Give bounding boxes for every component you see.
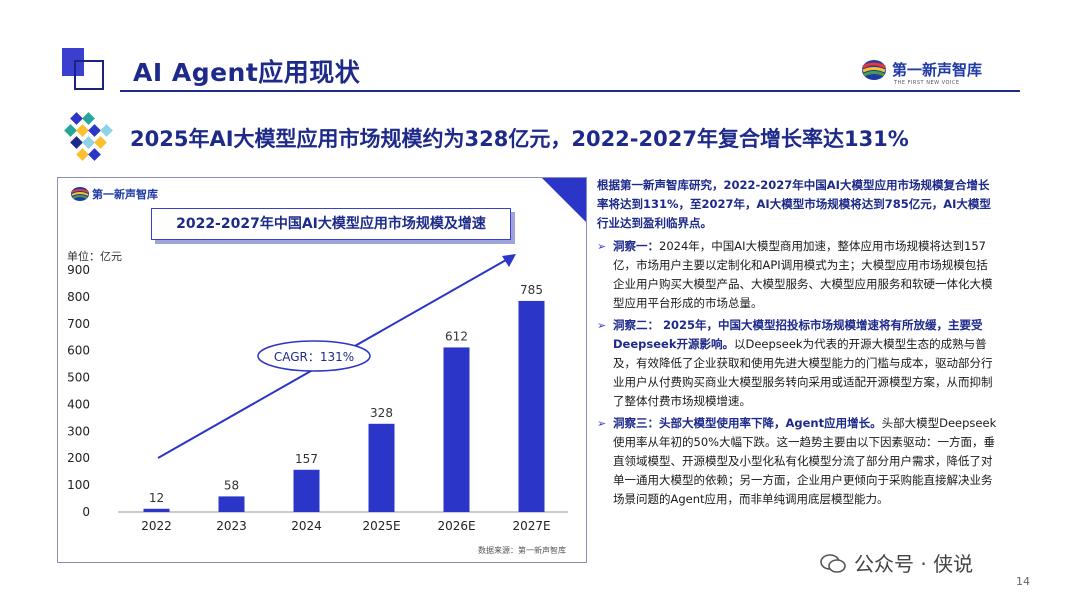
y-tick-label: 200 — [67, 451, 90, 465]
insight-2: ➢ 洞察二： 2025年，中国大模型招投标市场规模增速将有所放缓，主要受Deep… — [597, 316, 997, 411]
data-source: 数据来源：第一新声智库 — [478, 546, 566, 555]
x-tick-label: 2025E — [362, 519, 400, 533]
cagr-ellipse — [257, 340, 371, 372]
bar — [518, 300, 545, 512]
trend-arrow-head — [502, 254, 516, 267]
diamond-pattern-icon — [64, 112, 113, 161]
insight-1-head: 洞察一： — [613, 239, 659, 253]
bullet-arrow-icon: ➢ — [597, 417, 607, 430]
y-tick-label: 600 — [67, 344, 90, 358]
x-tick-label: 2024 — [291, 519, 322, 533]
watermark-text: 公众号 · 侠说 — [854, 552, 974, 576]
x-tick-label: 2026E — [437, 519, 475, 533]
y-tick-label: 900 — [67, 263, 90, 277]
brand-name: 第一新声智库 — [892, 61, 983, 79]
x-tick-label: 2023 — [216, 519, 247, 533]
bar — [218, 496, 245, 512]
wechat-icon — [820, 554, 846, 573]
y-tick-label: 800 — [67, 290, 90, 304]
header-decoration — [62, 48, 108, 92]
panel-brand-name: 第一新声智库 — [92, 188, 158, 201]
brand-logo-icon — [862, 60, 886, 80]
bar-value-label: 157 — [295, 452, 318, 466]
bar — [293, 469, 320, 512]
insight-2-bold: 2025年，中国大模型招投标市场规模增速将有所放缓，主要受Deepseek开源影… — [613, 318, 983, 351]
chart-panel: 第一新声智库 2022-2027年中国AI大模型应用市场规模及增速 单位：亿元 … — [57, 177, 587, 563]
bullet-arrow-icon: ➢ — [597, 240, 607, 253]
y-tick-label: 100 — [67, 478, 90, 492]
insight-3-bold: 头部大模型使用率下降，Agent应用增长。 — [659, 416, 882, 430]
wechat-watermark: 公众号 · 侠说 — [820, 548, 973, 577]
y-tick-label: 0 — [82, 505, 90, 519]
bar-value-label: 612 — [445, 329, 468, 343]
insight-3: ➢ 洞察三：头部大模型使用率下降，Agent应用增长。头部大模型Deepseek… — [597, 414, 997, 509]
panel-corner-accent — [542, 178, 586, 222]
header-divider — [120, 90, 1020, 92]
cagr-label: CAGR：131% — [274, 350, 354, 364]
insight-2-body: 以Deepseek为代表的开源大模型生态的成熟与普及，有效降低了企业获取和使用先… — [613, 337, 993, 408]
bar — [143, 508, 170, 512]
brand-logo: 第一新声智库 THE FIRST NEW VOICE — [860, 56, 1020, 90]
y-tick-label: 700 — [67, 317, 90, 331]
bar-chart: 0 100 200 300 400 500 600 700 800 900 CAGR：131% 1… — [67, 254, 568, 533]
panel-brand-logo: 第一新声智库 — [70, 186, 190, 208]
insight-2-head: 洞察二： — [613, 318, 659, 332]
y-tick-label: 400 — [67, 397, 90, 411]
y-axis-unit: 单位：亿元 — [67, 250, 122, 263]
insight-1-body: 2024年，中国AI大模型商用加速，整体应用市场规模将达到157亿，市场用户主要… — [613, 239, 993, 310]
section-headline: 2025年AI大模型应用市场规模约为328亿元，2022-2027年复合增长率达… — [130, 127, 909, 151]
analysis-lead: 根据第一新声智库研究，2022-2027年中国AI大模型应用市场规模复合增长率将… — [597, 178, 991, 230]
x-tick-label: 2022 — [141, 519, 172, 533]
bar-value-label: 328 — [370, 406, 393, 420]
y-tick-label: 300 — [67, 424, 90, 438]
bar — [443, 347, 470, 512]
analysis-text: 根据第一新声智库研究，2022-2027年中国AI大模型应用市场规模复合增长率将… — [597, 176, 997, 512]
bar-value-label: 58 — [224, 478, 239, 492]
insight-3-body: 头部大模型Deepseek使用率从年初的50%大幅下跌。这一趋势主要由以下因素驱… — [613, 416, 997, 506]
insight-1: ➢ 洞察一：2024年，中国AI大模型商用加速，整体应用市场规模将达到157亿，… — [597, 237, 997, 313]
page-title: AI Agent应用现状 — [133, 58, 361, 87]
bar — [368, 423, 395, 512]
x-tick-label: 2027E — [512, 519, 550, 533]
bar-value-label: 785 — [520, 283, 543, 297]
bar-value-label: 12 — [149, 491, 164, 505]
brand-subtitle: THE FIRST NEW VOICE — [894, 80, 960, 86]
insight-3-head: 洞察三： — [613, 416, 659, 430]
bullet-arrow-icon: ➢ — [597, 319, 607, 332]
panel-brand-icon — [71, 187, 89, 201]
y-tick-label: 500 — [67, 371, 90, 385]
chart-title: 2022-2027年中国AI大模型应用市场规模及增速 — [151, 208, 511, 240]
page-number: 14 — [1016, 575, 1030, 588]
